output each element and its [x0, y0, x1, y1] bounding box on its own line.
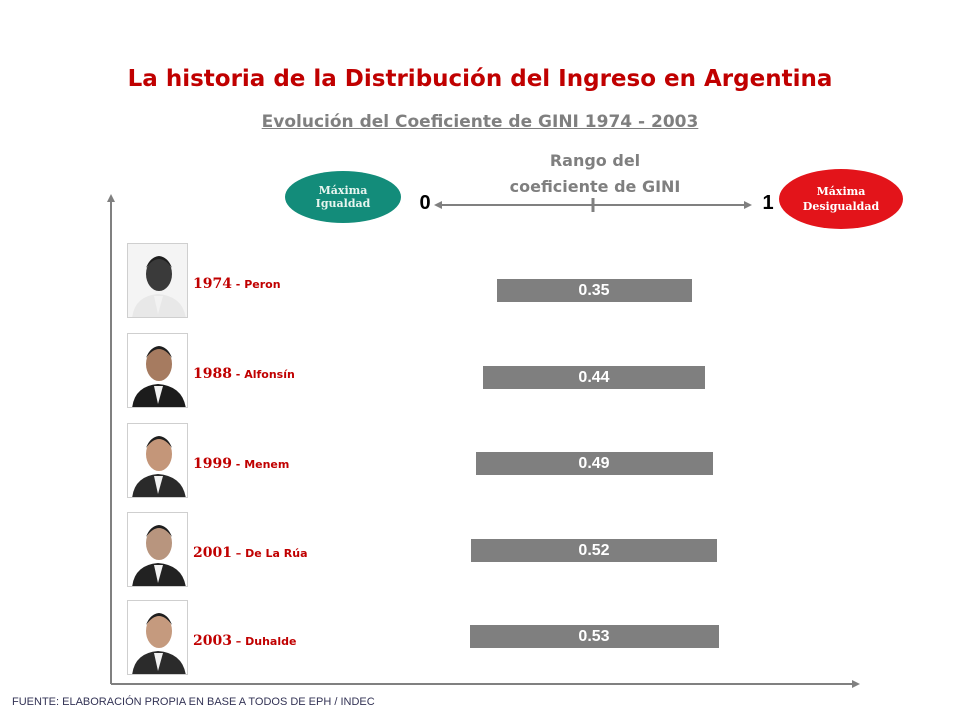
row-label: 2001 – De La Rúa [193, 542, 308, 561]
gini-value-label: 0.35 [578, 281, 610, 299]
row-label: 1974 - Peron [193, 273, 281, 292]
chart-subtitle: Evolución del Coeficiente de GINI 1974 -… [261, 112, 699, 132]
row-year: 2001 [193, 545, 232, 561]
gini-bar: 0.44 [483, 366, 705, 389]
gini-bar: 0.35 [496, 279, 692, 302]
row-year: 1988 [193, 366, 232, 382]
row-president: - Alfonsín [231, 368, 295, 381]
row-label: 1988 - Alfonsín [193, 363, 295, 382]
row-year: 2003 [193, 633, 232, 649]
scale-label-line2: coeficiente de GINI [509, 177, 681, 196]
row-president: - Peron [231, 278, 281, 291]
scale-label: Rango del coeficiente de GINI [470, 148, 720, 200]
gini-bar: 0.52 [471, 539, 717, 562]
row-president: – De La Rúa [231, 547, 308, 560]
portrait-image [127, 423, 188, 498]
gini-value-label: 0.44 [578, 368, 610, 386]
source-note: FUENTE: ELABORACIÓN PROPIA EN BASE A TOD… [12, 696, 375, 708]
gini-value-label: 0.52 [578, 541, 610, 559]
max-inequality-badge: Máxima Desigualdad [779, 169, 903, 229]
scale-max-label: 1 [762, 192, 774, 214]
gini-bar: 0.49 [475, 452, 713, 475]
gini-value-label: 0.53 [578, 627, 610, 645]
row-year: 1974 [193, 276, 232, 292]
max-equality-badge: Máxima Igualdad [285, 171, 401, 223]
row-label: 1999 - Menem [193, 453, 289, 472]
chart-title: La historia de la Distribución del Ingre… [127, 66, 833, 92]
gini-value-label: 0.49 [578, 454, 610, 472]
scale-min-label: 0 [419, 192, 431, 214]
scale-label-line1: Rango del [549, 151, 641, 170]
portrait-image [127, 600, 188, 675]
gini-bar: 0.53 [469, 625, 719, 648]
portrait-image [127, 512, 188, 587]
row-president: - Menem [231, 458, 290, 471]
portrait-image [127, 243, 188, 318]
row-year: 1999 [193, 456, 232, 472]
portrait-image [127, 333, 188, 408]
row-label: 2003 – Duhalde [193, 630, 296, 649]
row-president: – Duhalde [231, 635, 297, 648]
